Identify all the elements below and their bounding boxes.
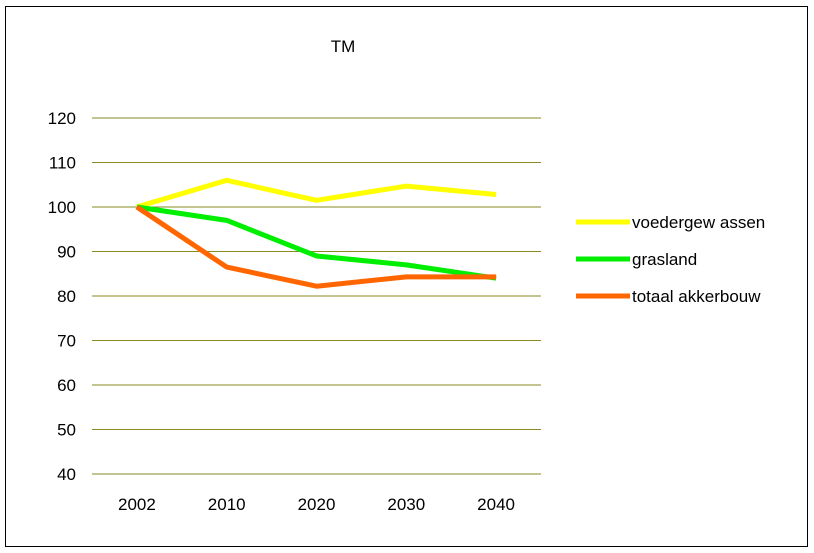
y-tick-label: 70 [57,332,76,351]
legend-item: voedergew assen [576,213,765,232]
y-tick-label: 90 [57,243,76,262]
legend-item: grasland [576,250,697,269]
y-tick-label: 50 [57,421,76,440]
legend: voedergew assen grasland totaal akkerbouw [576,213,765,306]
x-axis-ticks: 2002 2010 2020 2030 2040 [118,495,515,514]
y-tick-label: 100 [48,198,76,217]
y-tick-label: 60 [57,376,76,395]
legend-item: totaal akkerbouw [576,287,761,306]
series-line-1 [136,204,497,281]
series-lines [135,177,497,289]
x-tick-label: 2040 [477,495,515,514]
y-tick-label: 40 [57,465,76,484]
series-line-2 [135,204,497,289]
y-tick-label: 80 [57,287,76,306]
y-tick-label: 110 [49,154,76,173]
x-tick-label: 2010 [208,495,246,514]
chart-title: TM [331,37,356,56]
legend-label: voedergew assen [632,213,765,232]
grid-lines [92,117,541,475]
x-tick-label: 2002 [118,495,156,514]
legend-label: totaal akkerbouw [632,287,761,306]
x-tick-label: 2020 [298,495,336,514]
y-tick-label: 120 [48,109,76,128]
legend-label: grasland [632,250,697,269]
y-axis-ticks: 40 50 60 70 80 90 100 110 120 [48,109,76,484]
x-tick-label: 2030 [387,495,425,514]
series-line-0 [136,177,497,210]
